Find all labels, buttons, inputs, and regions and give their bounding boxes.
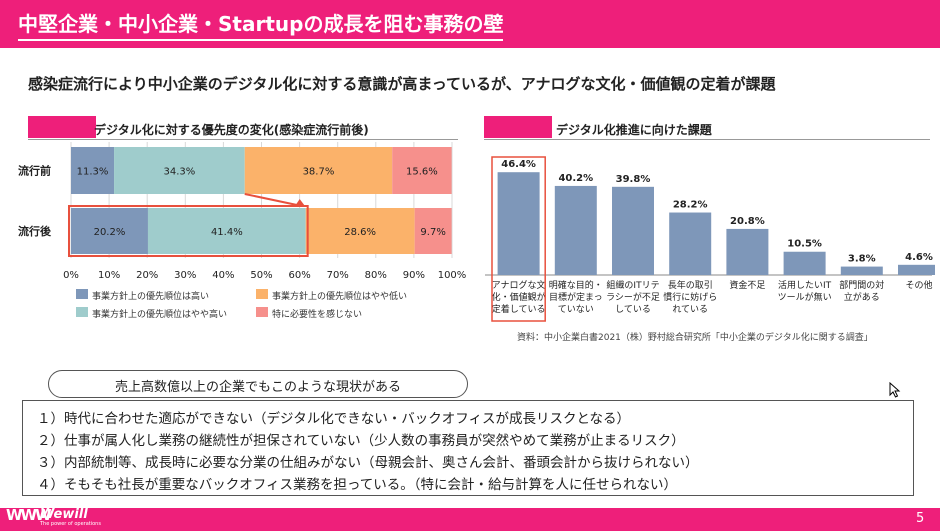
bar-segment (244, 147, 393, 194)
right-panel-divider (484, 139, 930, 140)
highlight-box (491, 156, 546, 322)
logo-mark-icon: WWW (6, 506, 52, 524)
category-label: 組織のITリテ (606, 279, 659, 291)
bar-value-label: 3.8% (848, 254, 876, 265)
bar-value-label: 28.6% (344, 227, 376, 238)
bar (726, 228, 769, 275)
issue-item: ３）内部統制等、成長時に必要な分業の仕組みがない（母親会計、奥さん会計、番頭会計… (37, 455, 699, 471)
highlight-box (68, 205, 309, 257)
bar (783, 251, 826, 275)
bar (840, 266, 883, 275)
bar-value-label: 11.3% (77, 167, 109, 178)
bar-segment (305, 208, 415, 254)
bar-segment (71, 147, 115, 194)
issue-item: ２）仕事が属人化し業務の継続性が担保されていない（少人数の事務員が突然やめて業務… (37, 433, 685, 449)
bar-value-label: 34.3% (164, 167, 196, 178)
x-tick-label: 0% (63, 270, 79, 281)
bar (669, 212, 712, 275)
x-tick-label: 20% (136, 270, 158, 281)
legend-label-somewhat-low: 事業方針上の優先順位はやや低い (272, 292, 408, 302)
bar-value-label: 40.2% (558, 173, 593, 184)
issue-item: １）時代に合わせた適応ができない（デジタル化できない・バックオフィスが成長リスク… (37, 411, 631, 427)
bar-segment (147, 208, 306, 254)
category-label: アナログな文 (492, 279, 546, 291)
x-tick-label: 10% (98, 270, 120, 281)
left-chart-title: デジタル化に対する優先度の変化(感染症流行前後) (94, 123, 369, 137)
bar-value-label: 10.5% (787, 239, 822, 250)
category-label: 慣行に妨げら (663, 291, 717, 303)
bar-value-label: 38.7% (303, 167, 335, 178)
category-label: 部門間の対 (839, 279, 884, 291)
x-tick-label: 60% (288, 270, 310, 281)
category-label: れている (672, 304, 708, 315)
source-note: 資料：中小企業白書2021（株）野村総合研究所「中小企業のデジタル化に関する調査… (517, 333, 873, 343)
legend-swatch-not-needed (256, 307, 268, 317)
bar (898, 264, 935, 275)
x-tick-label: 100% (438, 270, 467, 281)
legend-label-not-needed: 特に必要性を感じない (272, 310, 363, 320)
category-label: 資金不足 (729, 279, 765, 291)
category-label: ていない (558, 304, 594, 315)
category-label: 化・価値観が (492, 291, 546, 303)
bar-value-label: 41.4% (211, 227, 243, 238)
category-label: 長年の取引 (668, 279, 713, 291)
bar-segment (114, 147, 245, 194)
x-tick-label: 80% (365, 270, 387, 281)
right-panel-tab (484, 116, 552, 138)
logo-name: Wewill (40, 507, 88, 522)
logo-tagline: The power of operations (40, 521, 101, 527)
category-label: 目標が定まっ (549, 291, 603, 303)
bar-value-label: 20.2% (94, 227, 126, 238)
issues-box: １）時代に合わせた適応ができない（デジタル化できない・バックオフィスが成長リスク… (22, 400, 914, 496)
change-arrow-head (295, 199, 306, 207)
category-label: 立がある (844, 291, 880, 303)
legend-swatch-somewhat-low (256, 289, 268, 299)
right-chart-title: デジタル化推進に向けた課題 (556, 123, 712, 137)
x-tick-label: 70% (327, 270, 349, 281)
left-panel-divider (28, 139, 458, 140)
category-label: 定着している (492, 303, 546, 315)
category-label: ツールが無い (778, 291, 832, 303)
page-number: 5 (916, 511, 925, 526)
x-tick-label: 30% (174, 270, 196, 281)
change-arrow (244, 193, 302, 207)
bar-value-label: 15.6% (406, 167, 438, 178)
bar (497, 172, 540, 275)
left-panel-tab (28, 116, 96, 138)
x-tick-label: 50% (250, 270, 272, 281)
callout-box: 売上高数億以上の企業でもこのような現状がある (48, 370, 468, 398)
legend-label-high: 事業方針上の優先順位は高い (92, 292, 210, 302)
x-tick-label: 40% (212, 270, 234, 281)
category-label: 明確な目的・ (549, 279, 603, 291)
category-label: している (615, 304, 651, 315)
bar (554, 185, 597, 275)
category-label: その他 (905, 279, 932, 291)
bar-segment (392, 147, 452, 194)
issue-item: ４）そもそも社長が重要なバックオフィス業務を担っている。（特に会計・給与計算を人… (37, 477, 678, 493)
bar-segment (414, 208, 452, 254)
bar-value-label: 9.7% (420, 227, 445, 238)
category-label: 流行前 (18, 164, 51, 178)
legend-label-somewhat-high: 事業方針上の優先順位はやや高い (92, 310, 228, 320)
category-label: 活用したいIT (778, 279, 832, 291)
bar-segment (71, 208, 148, 254)
callout-text: 売上高数億以上の企業でもこのような現状がある (114, 380, 401, 395)
legend-swatch-high (76, 289, 88, 299)
stacked-bar-chart: 流行前 11.3% 34.3% 38.7% 15.6% 流行後 20.2% 41.4% 28.6… (18, 142, 467, 281)
bar-value-label: 4.6% (905, 252, 933, 263)
category-label: ラシーが不足 (606, 291, 660, 303)
legend-swatch-somewhat-high (76, 307, 88, 317)
bar-value-label: 20.8% (730, 216, 765, 227)
x-tick-label: 90% (403, 270, 425, 281)
bar-value-label: 39.8% (616, 174, 651, 185)
footer-bar (0, 508, 940, 531)
bar (612, 186, 654, 275)
page-title: 中堅企業・中小企業・Startupの成長を阻む事務の壁 (18, 8, 504, 41)
page-subtitle: 感染症流行により中小企業のデジタル化に対する意識が高まっているが、アナログな文化… (28, 75, 776, 93)
mouse-cursor-icon (889, 382, 901, 398)
category-label: 流行後 (18, 224, 52, 238)
bar-value-label: 28.2% (673, 200, 708, 211)
bar-value-label: 46.4% (501, 159, 536, 170)
